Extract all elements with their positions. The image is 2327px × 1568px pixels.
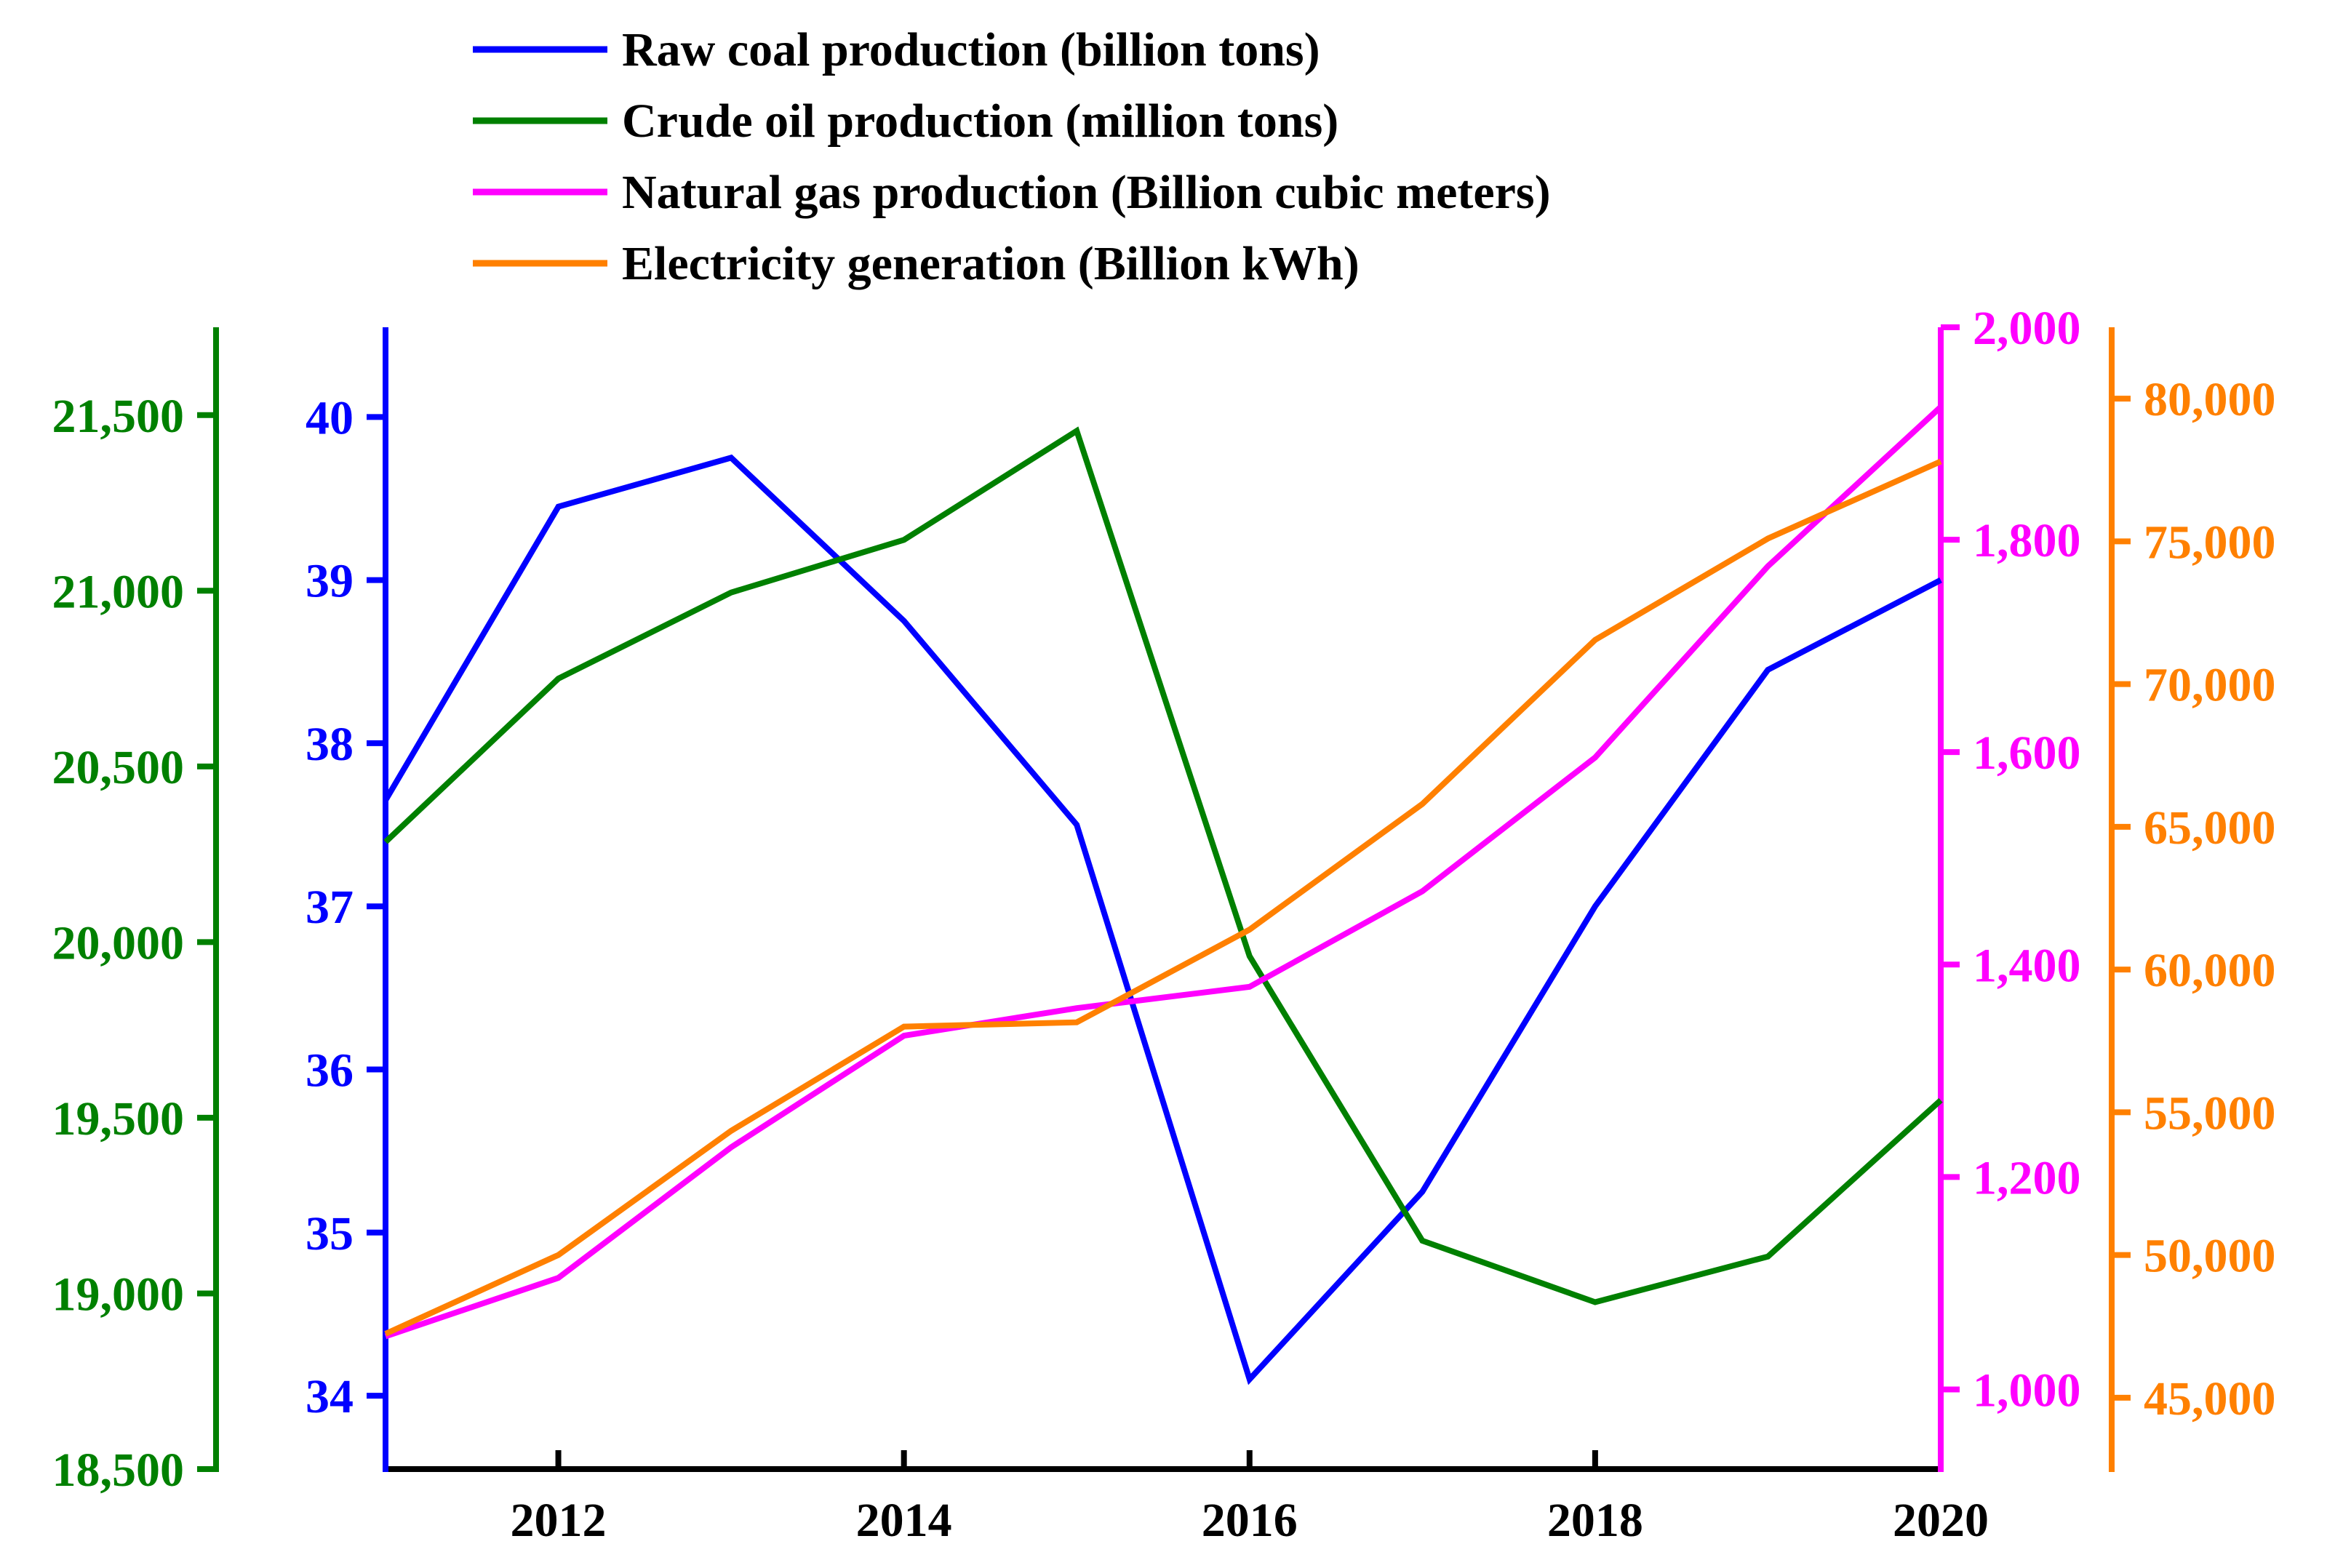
left_inner-tick-label: 39	[306, 555, 354, 608]
series-line-3	[384, 404, 1943, 1340]
series-lines	[383, 404, 1943, 1385]
series-line-1	[383, 454, 1942, 1385]
right_outer-tick-label: 65,000	[2144, 801, 2276, 855]
right_inner-tick-label: 1,800	[1973, 514, 2081, 567]
axes: 2012 2014 2016 2018 2020 18,500 19,000 19,500 20…	[52, 302, 2276, 1547]
left_outer-tick-label: 21,000	[52, 565, 185, 618]
right_inner-tick-label: 1,600	[1973, 727, 2081, 780]
x-tick-label: 2020	[1893, 1494, 1989, 1547]
left_outer-tick-label: 19,500	[52, 1092, 185, 1145]
left_inner-tick-label: 36	[306, 1044, 354, 1097]
left_inner-tick-label: 35	[306, 1207, 354, 1260]
left_inner-tick-label: 37	[306, 881, 354, 934]
right_inner-tick-label: 1,400	[1973, 939, 2081, 992]
right_inner-tick-label: 2,000	[1973, 302, 2081, 355]
legend: Raw coal production (billion tons) Crude …	[473, 23, 1551, 290]
left_outer-tick-label: 18,500	[52, 1444, 185, 1497]
left_outer-tick-label: 21,500	[52, 390, 185, 443]
left_inner-tick-label: 34	[306, 1370, 354, 1423]
right_outer-tick-label: 60,000	[2144, 944, 2276, 997]
right_outer-tick-label: 80,000	[2144, 373, 2276, 426]
right_outer-tick-label: 45,000	[2144, 1372, 2276, 1425]
series-line-2	[383, 426, 1943, 1305]
right_inner-tick-label: 1,000	[1973, 1364, 2081, 1417]
legend-label-1: Raw coal production (billion tons)	[622, 23, 1320, 76]
x-tick-label: 2014	[856, 1494, 952, 1547]
right_outer-tick-label: 55,000	[2144, 1087, 2276, 1140]
x-tick-label: 2012	[511, 1494, 607, 1547]
right_outer-tick-label: 75,000	[2144, 516, 2276, 569]
right_outer-tick-label: 50,000	[2144, 1230, 2276, 1283]
legend-label-2: Crude oil production (million tons)	[622, 95, 1338, 148]
x-tick-label: 2018	[1547, 1494, 1643, 1547]
series-line-4	[384, 458, 1942, 1337]
legend-label-3: Natural gas production (Billion cubic me…	[622, 166, 1551, 219]
left_outer-tick-label: 20,000	[52, 916, 185, 969]
left_inner-tick-label: 38	[306, 718, 354, 771]
left_outer-tick-label: 19,000	[52, 1268, 185, 1321]
legend-label-4: Electricity generation (Billion kWh)	[622, 237, 1360, 290]
left_outer-tick-label: 20,500	[52, 741, 185, 794]
left_inner-tick-label: 40	[306, 391, 354, 444]
x-tick-label: 2016	[1202, 1494, 1298, 1547]
right_outer-tick-label: 70,000	[2144, 659, 2276, 712]
right_inner-tick-label: 1,200	[1973, 1151, 2081, 1204]
